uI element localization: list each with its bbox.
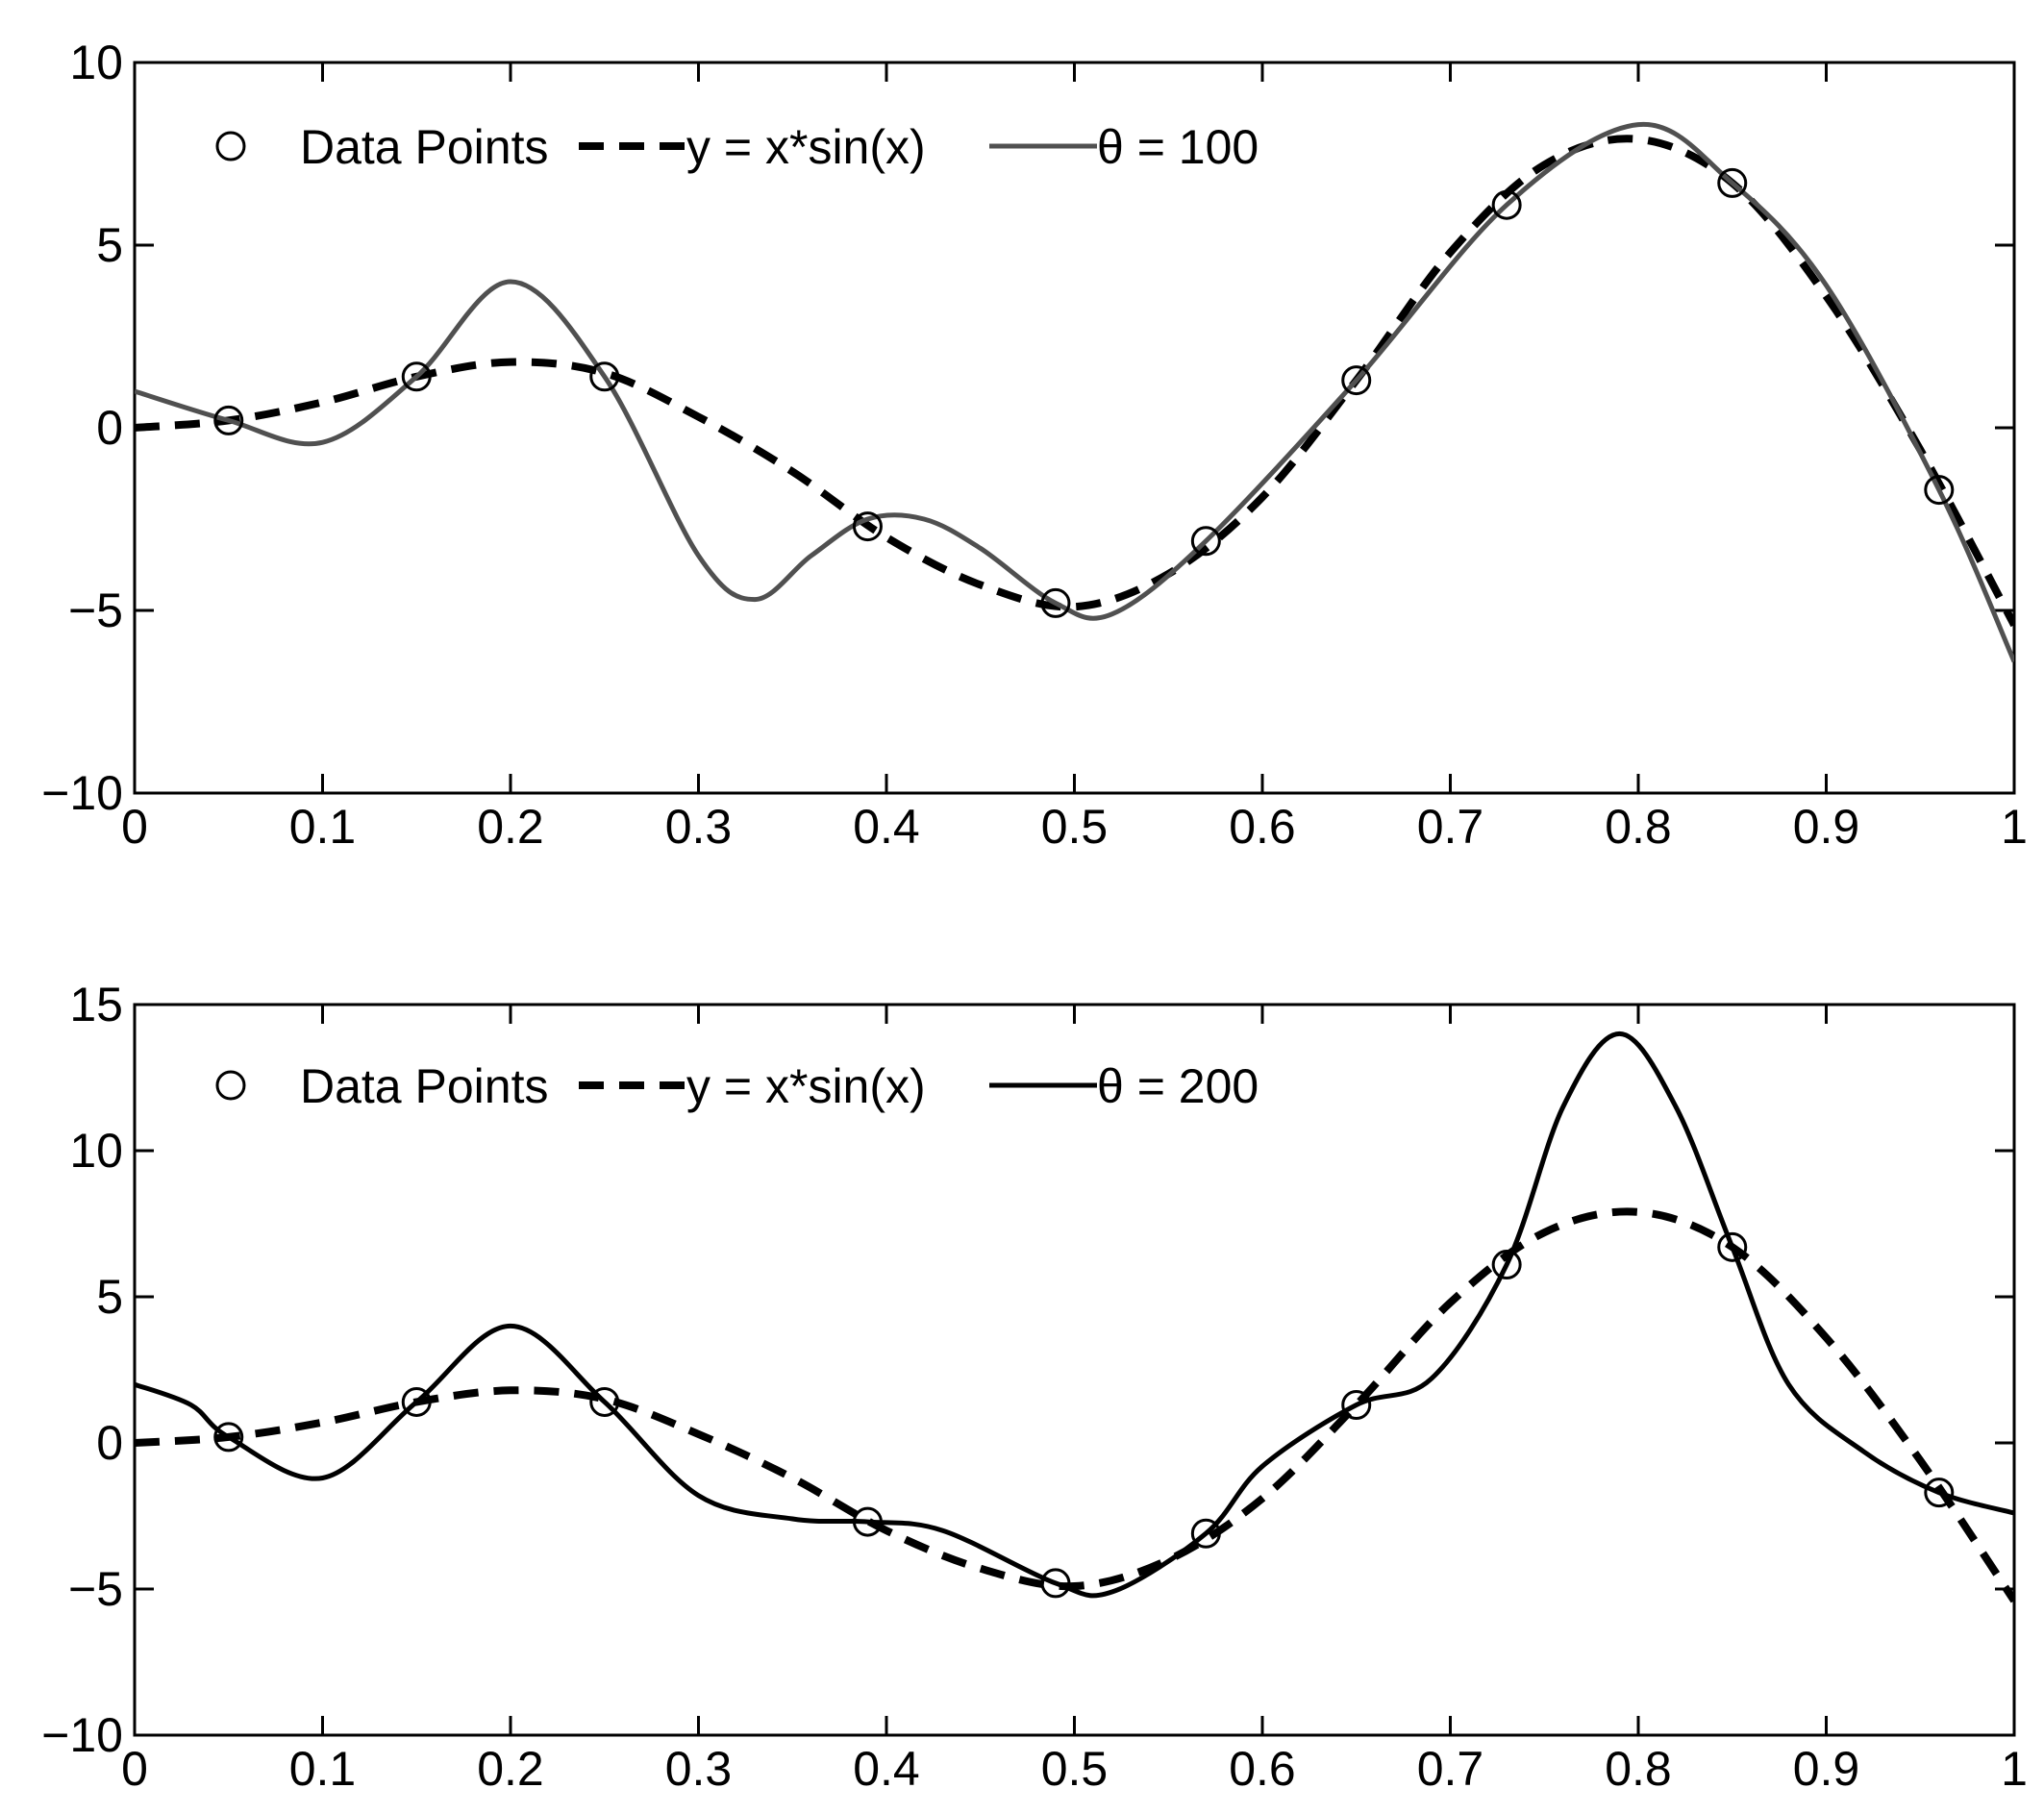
data-point-marker — [852, 511, 883, 542]
x-tick-label: 0.8 — [1605, 1742, 1672, 1796]
y-tick-label: 5 — [96, 218, 123, 272]
data-point-marker — [1924, 475, 1955, 506]
y-tick-label: 10 — [69, 36, 123, 89]
y-tick-label: 10 — [69, 1124, 123, 1178]
data-point-marker — [589, 1386, 620, 1417]
series-line-2 — [135, 1031, 2014, 1599]
x-tick-label: 0.9 — [1793, 800, 1860, 854]
legend-marker-circle — [215, 131, 246, 161]
y-tick-label: 0 — [96, 1416, 123, 1470]
legend-label: Data Points — [300, 1059, 548, 1113]
data-point-marker — [1717, 1231, 1748, 1262]
data-point-marker — [1491, 1250, 1522, 1280]
y-tick-label: −10 — [41, 1708, 123, 1762]
data-point-marker — [401, 361, 432, 392]
x-tick-label: 0 — [121, 1742, 148, 1796]
legend-marker-circle — [215, 1070, 246, 1101]
x-tick-label: 0.7 — [1417, 800, 1484, 854]
legend-label: y = x*sin(x) — [686, 120, 926, 174]
y-tick-label: 0 — [96, 401, 123, 455]
bottom-chart-panel: 0 0.1 0.2 0.3 0.4 0.5 0.6 0.7 0.8 0.9 1 −10 −5 0 5 10 15… — [41, 978, 2028, 1796]
y-tick-label: 5 — [96, 1270, 123, 1324]
x-tick-label: 0.3 — [665, 800, 733, 854]
legend-label: Data Points — [300, 120, 548, 174]
x-tick-label: 0.4 — [853, 1742, 920, 1796]
x-tick-label: 0.6 — [1229, 1742, 1296, 1796]
x-tick-label: 0 — [121, 800, 148, 854]
y-tick-label: 15 — [69, 978, 123, 1031]
x-tick-label: 0.9 — [1793, 1742, 1860, 1796]
y-tick-label: −5 — [68, 1562, 123, 1616]
data-point-marker — [1040, 587, 1071, 618]
data-point-marker — [213, 1422, 244, 1453]
data-point-marker — [589, 361, 620, 392]
data-point-marker — [1924, 1478, 1955, 1508]
y-tick-label: −5 — [68, 584, 123, 637]
x-tick-label: 0.2 — [477, 800, 544, 854]
data-point-marker — [1341, 365, 1372, 396]
plot-area — [135, 1031, 2014, 1603]
legend: Data Points y = x*sin(x) θ = 200 — [215, 1059, 1259, 1113]
x-tick-label: 0.5 — [1041, 1742, 1109, 1796]
x-tick-label: 0.1 — [289, 800, 357, 854]
data-point-marker — [1190, 1518, 1221, 1549]
x-tick-label: 0.7 — [1417, 1742, 1484, 1796]
data-point-marker — [852, 1506, 883, 1537]
legend-label: θ = 200 — [1097, 1059, 1259, 1113]
data-point-marker — [1040, 1568, 1071, 1599]
x-tick-label: 0.4 — [853, 800, 920, 854]
x-tick-label: 0.1 — [289, 1742, 357, 1796]
data-point-marker — [401, 1386, 432, 1417]
legend-label: θ = 100 — [1097, 120, 1259, 174]
data-point-marker — [1190, 526, 1221, 557]
top-chart-panel: 0 0.1 0.2 0.3 0.4 0.5 0.6 0.7 0.8 0.9 1 −10 −5 0 5 10 Da… — [41, 36, 2028, 854]
plot-area — [135, 121, 2014, 663]
y-tick-label: −10 — [41, 766, 123, 820]
data-point-marker — [1491, 189, 1522, 220]
x-tick-label: 0.2 — [477, 1742, 544, 1796]
legend: Data Points y = x*sin(x) θ = 100 — [215, 120, 1259, 174]
x-tick-label: 0.6 — [1229, 800, 1296, 854]
data-point-marker — [1717, 167, 1748, 198]
x-tick-label: 1 — [2001, 800, 2028, 854]
x-tick-label: 0.5 — [1041, 800, 1109, 854]
x-tick-label: 1 — [2001, 1742, 2028, 1796]
x-tick-label: 0.8 — [1605, 800, 1672, 854]
series-line-2 — [135, 121, 2014, 663]
legend-label: y = x*sin(x) — [686, 1059, 926, 1113]
data-point-marker — [1341, 1389, 1372, 1420]
x-tick-label: 0.3 — [665, 1742, 733, 1796]
data-point-marker — [213, 405, 244, 435]
